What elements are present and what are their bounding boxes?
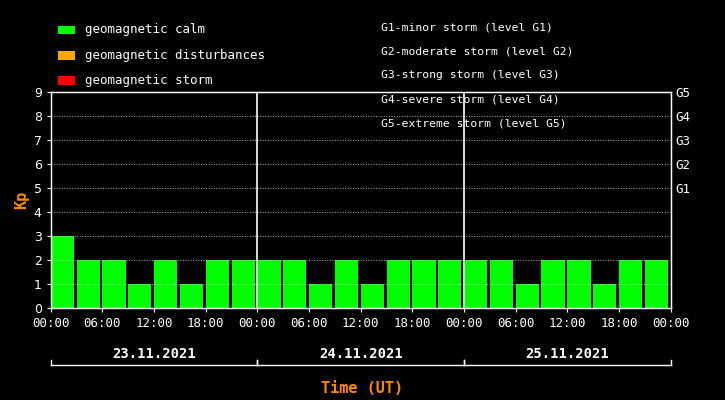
Text: G5-extreme storm (level G5): G5-extreme storm (level G5) — [381, 118, 566, 128]
Bar — [464, 260, 487, 308]
Bar — [51, 236, 74, 308]
Bar — [360, 284, 384, 308]
Bar — [309, 284, 332, 308]
Bar — [102, 260, 125, 308]
Y-axis label: Kp: Kp — [14, 191, 30, 209]
Bar — [77, 260, 100, 308]
Bar — [619, 260, 642, 308]
Bar — [335, 260, 358, 308]
Text: G1-minor storm (level G1): G1-minor storm (level G1) — [381, 22, 552, 32]
Bar — [231, 260, 254, 308]
Bar — [593, 284, 616, 308]
Bar — [180, 284, 203, 308]
Bar — [257, 260, 281, 308]
Bar — [128, 284, 152, 308]
Text: geomagnetic storm: geomagnetic storm — [85, 74, 212, 87]
Bar — [283, 260, 307, 308]
Bar — [515, 284, 539, 308]
Bar — [154, 260, 178, 308]
Text: 24.11.2021: 24.11.2021 — [319, 347, 402, 361]
Bar — [413, 260, 436, 308]
Bar — [386, 260, 410, 308]
Bar — [206, 260, 229, 308]
Text: G2-moderate storm (level G2): G2-moderate storm (level G2) — [381, 46, 573, 56]
Bar — [645, 260, 668, 308]
Text: geomagnetic calm: geomagnetic calm — [85, 24, 205, 36]
Text: 23.11.2021: 23.11.2021 — [112, 347, 196, 361]
Bar — [567, 260, 591, 308]
Text: geomagnetic disturbances: geomagnetic disturbances — [85, 49, 265, 62]
Text: 25.11.2021: 25.11.2021 — [526, 347, 609, 361]
Bar — [438, 260, 461, 308]
Text: G3-strong storm (level G3): G3-strong storm (level G3) — [381, 70, 560, 80]
Text: Time (UT): Time (UT) — [321, 381, 404, 396]
Text: G4-severe storm (level G4): G4-severe storm (level G4) — [381, 94, 560, 104]
Bar — [542, 260, 565, 308]
Bar — [490, 260, 513, 308]
